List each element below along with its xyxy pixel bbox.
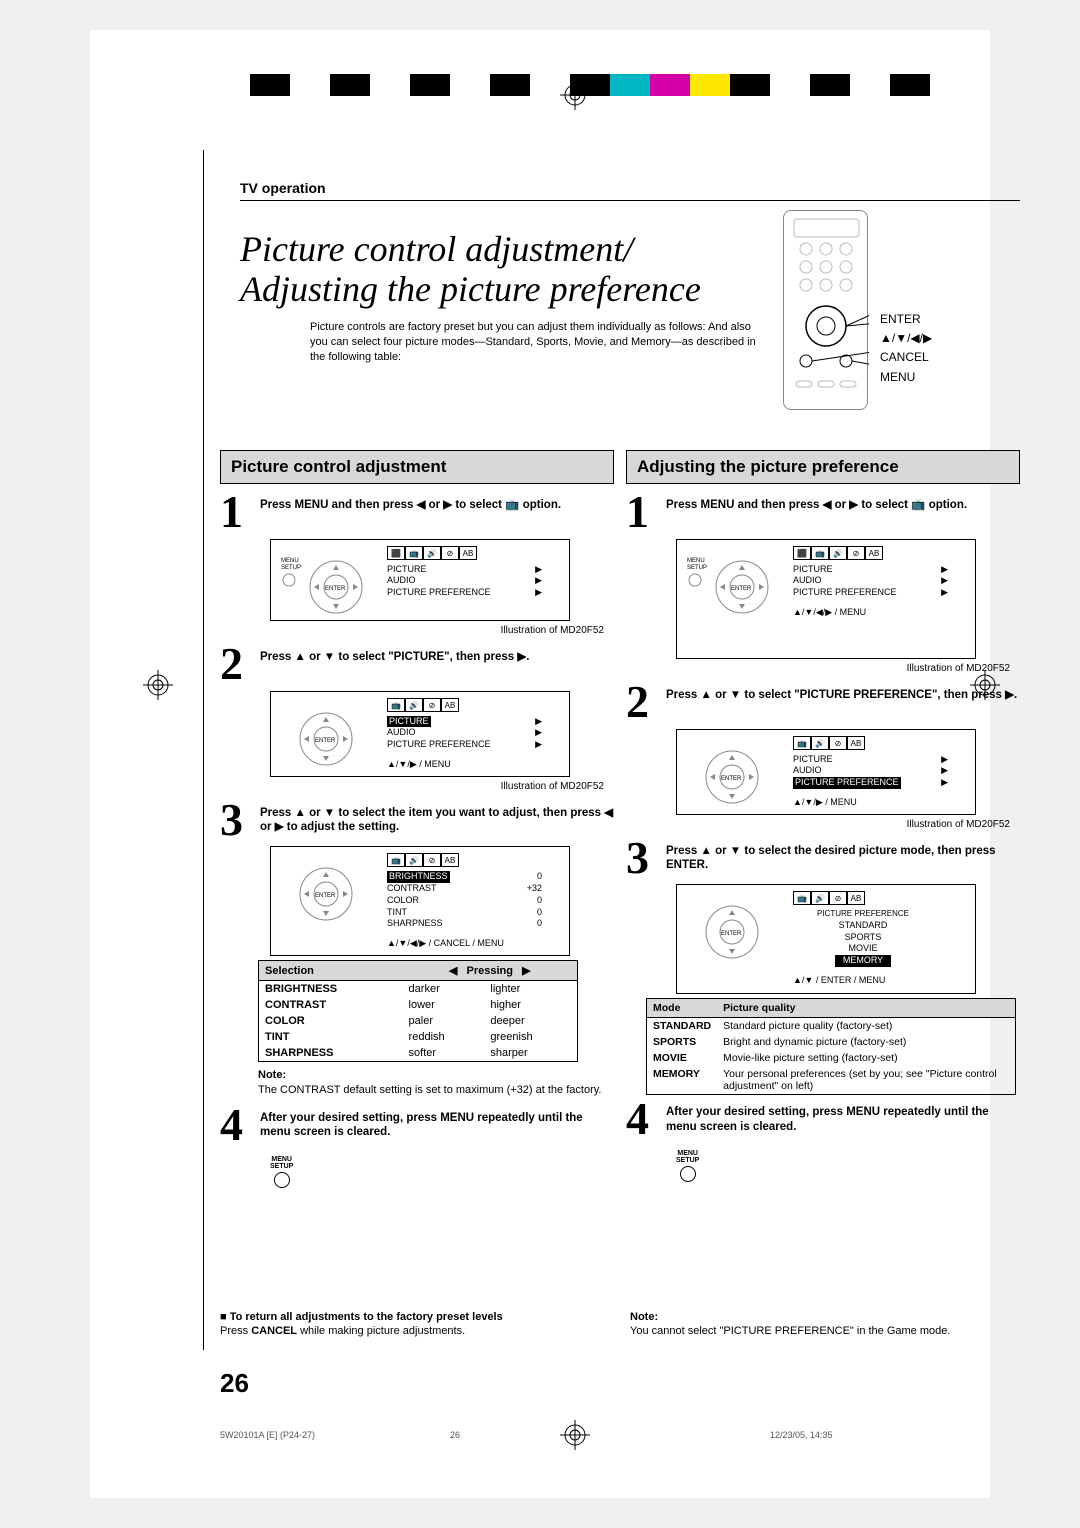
svg-text:ENTER: ENTER (315, 893, 336, 899)
left-column: Picture control adjustment 1 Press MENU … (220, 450, 614, 1188)
right-illus-1: MENU SETUP ENTER ⬛📺🔊⊘AB PICTURE▶ AUDIO▶ … (676, 539, 976, 659)
menu-button-icon: MENUSETUP (270, 1156, 293, 1188)
section-header: TV operation (240, 180, 1020, 201)
right-illus-2: ENTER 📺🔊⊘AB PICTURE▶ AUDIO▶ PICTURE PREF… (676, 729, 976, 815)
left-illus-2: ENTER 📺🔊⊘AB PICTURE▶ AUDIO▶ PICTURE PREF… (270, 691, 570, 777)
remote-label-arrows: ▲/▼/◀/▶ (880, 329, 932, 348)
svg-text:ENTER: ENTER (721, 776, 742, 782)
left-column-title: Picture control adjustment (220, 450, 614, 484)
page-number: 26 (220, 1368, 249, 1399)
svg-text:SETUP: SETUP (281, 565, 301, 571)
menu-list-1: PICTURE▶ AUDIO▶ PICTURE PREFERENCE▶ (387, 564, 563, 599)
svg-text:ENTER: ENTER (721, 931, 742, 937)
footer-doc-id: 5W20101A [E] (P24-27) (220, 1430, 315, 1440)
svg-text:ENTER: ENTER (315, 738, 336, 744)
remote-illustration (783, 210, 868, 410)
remote-label-menu: MENU (880, 368, 932, 387)
dpad-icon: MENU SETUP ENTER (687, 552, 777, 622)
illus-caption: Illustration of MD20F52 (220, 625, 604, 636)
dpad-icon: ENTER (281, 859, 371, 929)
dpad-icon: MENU SETUP ENTER (281, 552, 371, 622)
right-step-3: 3 Press ▲ or ▼ to select the desired pic… (626, 840, 1020, 877)
page-title: Picture control adjustment/ Adjusting th… (240, 230, 701, 309)
title-line-1: Picture control adjustment/ (240, 229, 633, 269)
svg-text:SETUP: SETUP (687, 565, 707, 571)
selection-table: Selection ◀ Pressing ▶ BRIGHTNESSdarkerl… (258, 960, 578, 1062)
mode-table: Mode Picture quality STANDARDStandard pi… (646, 998, 1016, 1095)
svg-text:ENTER: ENTER (325, 586, 346, 592)
dpad-icon: ENTER (687, 897, 777, 967)
remote-label-enter: ENTER (880, 310, 932, 329)
right-step-1: 1 Press MENU and then press ◀ or ▶ to se… (626, 494, 1020, 531)
left-step-4: 4 After your desired setting, press MENU… (220, 1107, 614, 1144)
right-column-title: Adjusting the picture preference (626, 450, 1020, 484)
right-note: Note: You cannot select "PICTURE PREFERE… (630, 1310, 1010, 1339)
title-line-2: Adjusting the picture preference (240, 269, 701, 309)
footer-page: 26 (450, 1430, 460, 1440)
step-number: 1 (220, 494, 254, 531)
right-step-2: 2 Press ▲ or ▼ to select "PICTURE PREFER… (626, 684, 1020, 721)
left-illus-1: MENU SETUP ENTER ⬛📺🔊⊘AB PICTURE▶ AU (270, 539, 570, 621)
intro-paragraph: Picture controls are factory preset but … (310, 320, 770, 365)
left-note: Note: The CONTRAST default setting is se… (258, 1068, 614, 1097)
menu-button-icon: MENUSETUP (676, 1150, 699, 1182)
page-container: TV operation Picture control adjustment/… (90, 30, 990, 1498)
svg-text:MENU: MENU (687, 558, 705, 564)
remote-label-cancel: CANCEL (880, 348, 932, 367)
left-step-1: 1 Press MENU and then press ◀ or ▶ to se… (220, 494, 614, 531)
color-calibration-bar (250, 74, 930, 96)
right-step-4: 4 After your desired setting, press MENU… (626, 1101, 1020, 1138)
left-margin-rule (203, 150, 204, 1350)
right-illus-3: ENTER 📺🔊⊘AB PICTURE PREFERENCESTANDARDSP… (676, 884, 976, 994)
left-step-2: 2 Press ▲ or ▼ to select "PICTURE", then… (220, 646, 614, 683)
columns-container: Picture control adjustment 1 Press MENU … (220, 450, 1020, 1188)
svg-text:MENU: MENU (281, 558, 299, 564)
dpad-icon: ENTER (687, 742, 777, 812)
left-illus-3: ENTER 📺🔊⊘AB BRIGHTNESS0CONTRAST+32COLOR0… (270, 846, 570, 956)
footer-date: 12/23/05, 14:35 (770, 1430, 833, 1440)
factory-reset-note: ■ To return all adjustments to the facto… (220, 1310, 600, 1339)
step-text: Press MENU and then press ◀ or ▶ to sele… (260, 494, 561, 531)
registration-mark-bottom (560, 1420, 590, 1450)
remote-labels: ENTER ▲/▼/◀/▶ CANCEL MENU (880, 310, 932, 387)
menu-tabs-icons: ⬛📺🔊⊘AB (387, 546, 563, 560)
left-step-3: 3 Press ▲ or ▼ to select the item you wa… (220, 802, 614, 839)
right-column: Adjusting the picture preference 1 Press… (626, 450, 1020, 1188)
registration-mark-top (560, 80, 590, 110)
dpad-icon: ENTER (281, 704, 371, 774)
registration-mark-left (143, 670, 173, 700)
svg-text:ENTER: ENTER (731, 586, 752, 592)
